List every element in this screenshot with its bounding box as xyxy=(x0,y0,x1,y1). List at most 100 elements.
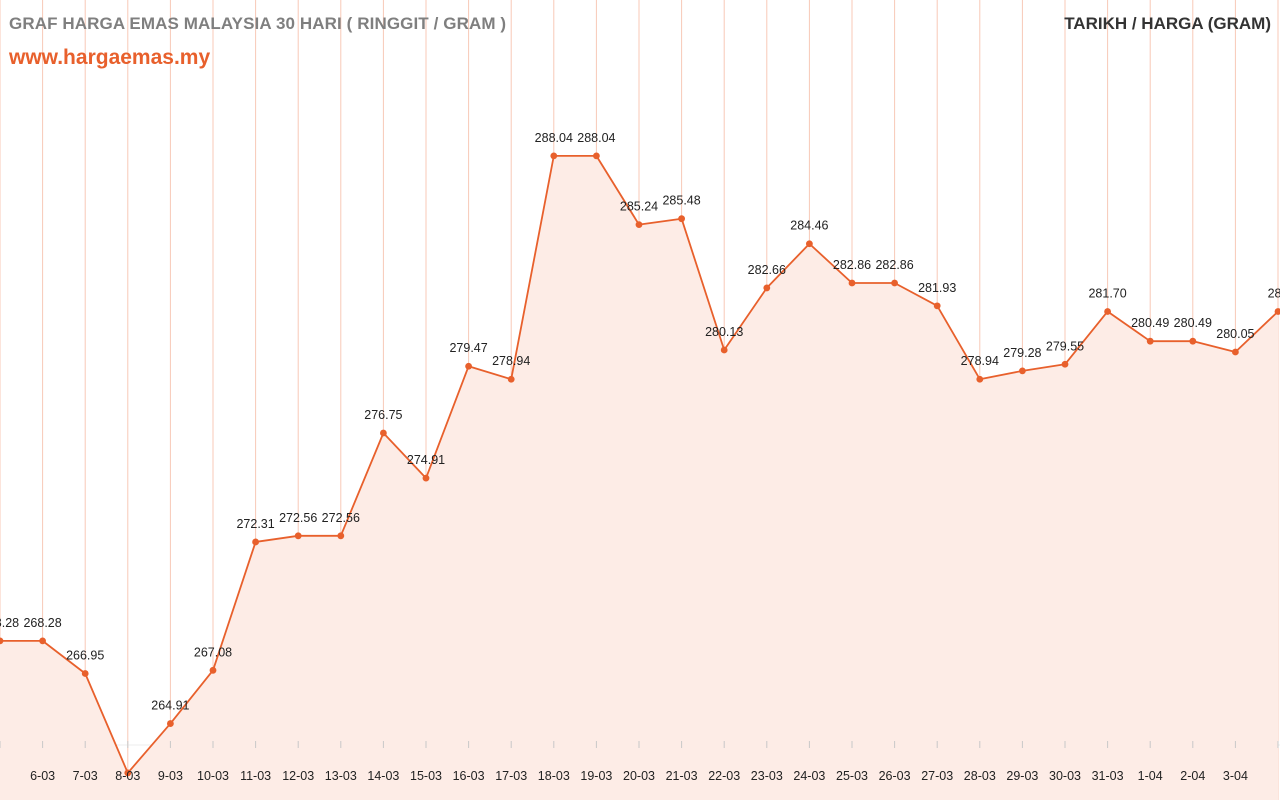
x-tick-label: 8-03 xyxy=(115,769,140,783)
x-tick-label: 18-03 xyxy=(538,769,570,783)
data-point xyxy=(1061,360,1069,368)
area-fill xyxy=(0,155,1278,800)
x-tick-label: 14-03 xyxy=(367,769,399,783)
x-tick-label: 16-03 xyxy=(453,769,485,783)
data-label: 280.13 xyxy=(705,325,743,339)
x-tick-label: 13-03 xyxy=(325,769,357,783)
data-label: 268.28 xyxy=(23,616,61,630)
data-point xyxy=(422,474,430,482)
data-label: 266.95 xyxy=(66,649,104,663)
data-label-layer: 268.28 268.28 266.95 264.91 267.08 272.31 272.… xyxy=(0,131,1280,713)
area-layer xyxy=(0,155,1278,800)
chart-title: GRAF HARGA EMAS MALAYSIA 30 HARI ( RINGG… xyxy=(9,14,507,33)
data-point xyxy=(635,221,643,229)
data-point xyxy=(1019,367,1026,375)
data-point xyxy=(1189,337,1197,345)
data-label: 267.08 xyxy=(194,645,232,659)
data-label: 264.91 xyxy=(151,699,189,713)
x-tick-label: 21-03 xyxy=(666,769,698,783)
x-tick-label: 15-03 xyxy=(410,769,442,783)
data-point xyxy=(550,152,558,160)
x-tick-label: 23-03 xyxy=(751,769,783,783)
x-tick-label: 19-03 xyxy=(580,769,612,783)
data-point xyxy=(507,375,515,383)
data-point xyxy=(81,670,89,677)
data-label: 288.04 xyxy=(577,131,615,145)
data-label: 276.75 xyxy=(364,408,402,422)
data-point xyxy=(891,279,898,287)
x-tick-label: 28-03 xyxy=(964,769,996,783)
point-layer xyxy=(0,152,1280,777)
data-label: 284.46 xyxy=(790,219,828,233)
x-tick-label: 6-03 xyxy=(30,769,55,783)
data-label: 280.05 xyxy=(1216,327,1254,341)
data-point xyxy=(1146,337,1154,345)
x-tick-label: 29-03 xyxy=(1006,769,1038,783)
data-point xyxy=(1104,308,1111,315)
x-tick-label: 26-03 xyxy=(879,769,911,783)
x-tick-label: 7-03 xyxy=(73,769,98,783)
data-point xyxy=(39,637,46,645)
x-tick-label: 25-03 xyxy=(836,769,868,783)
data-label: 268.28 xyxy=(0,616,19,630)
data-label: 280.49 xyxy=(1131,316,1169,330)
x-tick-label: 12-03 xyxy=(282,769,314,783)
axis-legend: TARIKH / HARGA (GRAM) xyxy=(1064,14,1271,33)
data-label: 281.93 xyxy=(918,281,956,295)
x-tick-layer: 6-03 7-03 8-03 9-03 10-03 11-03 12-03 13-03 14-0… xyxy=(0,741,1279,783)
data-label: 282.86 xyxy=(833,258,871,272)
data-point xyxy=(593,152,600,160)
data-point xyxy=(252,538,259,546)
x-tick-label: 31-03 xyxy=(1092,769,1124,783)
data-label: 279.28 xyxy=(1003,346,1041,360)
data-label: 288.04 xyxy=(535,131,573,145)
data-label: 281 xyxy=(1268,286,1280,300)
data-label: 282.66 xyxy=(748,263,786,277)
x-tick-label: 2-04 xyxy=(1180,769,1205,783)
data-label: 279.47 xyxy=(449,341,487,355)
x-tick-label: 11-03 xyxy=(240,769,271,783)
data-label: 279.55 xyxy=(1046,339,1084,353)
x-tick-label: 24-03 xyxy=(793,769,825,783)
data-point xyxy=(806,240,813,248)
data-point xyxy=(848,279,856,287)
x-tick-label: 3-04 xyxy=(1223,769,1248,783)
data-label: 272.56 xyxy=(279,511,317,525)
x-tick-label: 30-03 xyxy=(1049,769,1081,783)
site-link[interactable]: www.hargaemas.my xyxy=(9,46,211,69)
x-tick-label: 1-04 xyxy=(1138,769,1163,783)
data-label: 285.48 xyxy=(662,194,700,208)
x-tick-label: 17-03 xyxy=(495,769,527,783)
data-label: 280.49 xyxy=(1174,316,1212,330)
data-point xyxy=(294,532,302,540)
data-point xyxy=(209,666,217,674)
data-point xyxy=(1232,348,1239,356)
x-tick-label: 22-03 xyxy=(708,769,740,783)
x-tick-label: 20-03 xyxy=(623,769,655,783)
data-label: 278.94 xyxy=(961,354,999,368)
data-point xyxy=(720,346,728,354)
data-label: 278.94 xyxy=(492,354,530,368)
data-point xyxy=(0,637,4,645)
data-point xyxy=(763,284,771,292)
data-point xyxy=(380,429,387,437)
data-point xyxy=(678,215,685,223)
data-label: 282.86 xyxy=(875,258,913,272)
data-point xyxy=(167,720,174,727)
data-label: 272.31 xyxy=(236,517,274,531)
data-point xyxy=(976,375,984,383)
x-tick-label: 9-03 xyxy=(158,769,183,783)
data-label: 272.56 xyxy=(322,511,360,525)
x-tick-label: 10-03 xyxy=(197,769,229,783)
data-point xyxy=(465,362,472,370)
x-tick-label: 27-03 xyxy=(921,769,953,783)
data-point xyxy=(1274,308,1280,315)
data-point xyxy=(337,532,345,540)
data-point xyxy=(124,769,132,777)
data-label: 274.91 xyxy=(407,453,445,467)
data-label: 285.24 xyxy=(620,200,658,214)
data-label: 281.70 xyxy=(1088,286,1126,300)
data-point xyxy=(933,302,941,310)
